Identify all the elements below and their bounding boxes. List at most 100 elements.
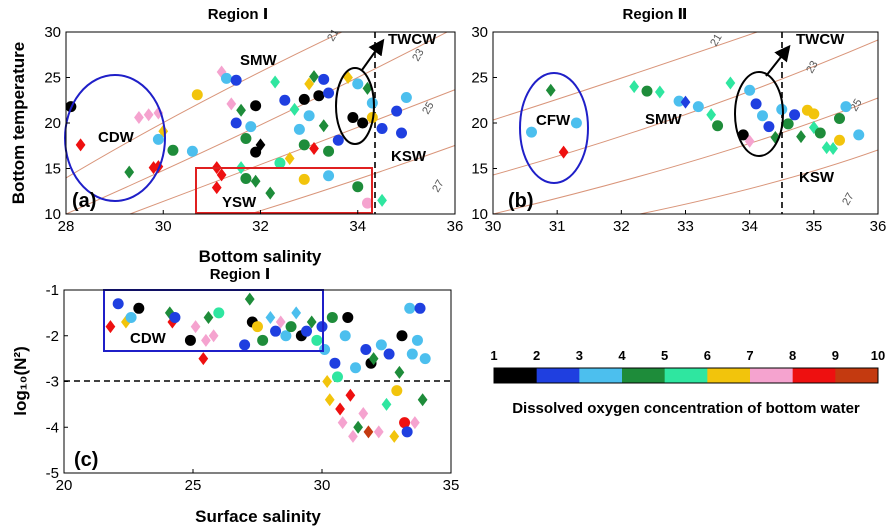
data-point <box>230 74 242 86</box>
density-contour-27-b <box>639 149 878 214</box>
label-cdw: CDW <box>98 129 135 146</box>
panel-b: Region Ⅱ 21 23 25 27 CFW SMW KSW TWCW (b… <box>471 6 886 235</box>
data-point <box>840 101 852 113</box>
data-point <box>410 416 420 430</box>
colorbar-ticks: 1 2 3 4 5 6 7 8 9 10 <box>490 348 885 363</box>
label-ysw: YSW <box>222 194 257 211</box>
data-point <box>186 145 198 157</box>
colorbar-cell <box>579 368 623 383</box>
colorbar-tick-label: 3 <box>576 348 583 363</box>
data-point <box>406 348 418 360</box>
panel-c: Region Ⅰ CDW (c) 20 25 30 35 -5 -4 -3 -2 -1 Surf… <box>11 266 459 526</box>
colorbar-tick-label: 1 <box>490 348 497 363</box>
colorbar-tick-label: 9 <box>832 348 839 363</box>
data-point <box>309 70 319 84</box>
data-point <box>706 108 717 122</box>
x-tick-label: 20 <box>56 477 73 494</box>
data-point <box>318 119 329 133</box>
data-point <box>680 95 691 109</box>
data-point <box>361 197 373 209</box>
data-point <box>250 146 262 158</box>
data-point <box>270 325 282 337</box>
contour-label-25-b: 25 <box>848 97 865 114</box>
contour-label-21-b: 21 <box>708 32 725 49</box>
data-point <box>414 302 426 314</box>
data-point <box>345 388 356 402</box>
data-point <box>143 108 154 122</box>
data-point <box>323 170 335 182</box>
data-point <box>654 85 665 99</box>
data-point <box>124 165 135 179</box>
data-point <box>105 320 116 334</box>
y-tick-label: -5 <box>46 465 59 482</box>
data-point <box>265 186 276 200</box>
panel-a-axes: 28 30 32 34 36 10 15 20 25 30 <box>44 24 463 235</box>
label-smw: SMW <box>240 52 278 69</box>
colorbar-tick-label: 8 <box>789 348 796 363</box>
data-point <box>404 302 416 314</box>
data-point <box>303 110 315 122</box>
colorbar-tick-label: 10 <box>871 348 885 363</box>
label-twcw: TWCW <box>388 31 437 48</box>
data-point <box>250 174 261 188</box>
contour-label-25: 25 <box>420 100 437 117</box>
data-point <box>152 133 164 145</box>
data-point <box>326 311 338 323</box>
data-point <box>226 97 237 111</box>
data-point <box>133 302 145 314</box>
data-point <box>216 168 227 182</box>
colorbar-cell <box>835 368 879 383</box>
data-point <box>808 108 820 120</box>
panel-c-points <box>105 292 431 443</box>
data-point <box>360 343 372 355</box>
data-point <box>401 426 413 438</box>
data-point <box>357 117 369 129</box>
data-point <box>545 83 556 97</box>
data-point <box>191 89 203 101</box>
data-point <box>304 77 314 91</box>
data-point <box>629 80 640 94</box>
data-point <box>75 138 86 152</box>
y-tick-label: 30 <box>471 24 488 41</box>
data-point <box>366 97 378 109</box>
data-point <box>394 365 405 379</box>
data-point <box>230 117 242 129</box>
panel-c-tag: (c) <box>74 449 98 471</box>
panel-a-title: Region Ⅰ <box>208 6 269 23</box>
label-cdw-c: CDW <box>130 330 167 347</box>
data-point <box>337 416 348 430</box>
colorbar-tick-label: 6 <box>704 348 711 363</box>
colorbar-cell <box>707 368 751 383</box>
panel-c-title: Region Ⅰ <box>210 266 271 283</box>
data-point <box>339 330 351 342</box>
x-tick-label: 25 <box>185 477 202 494</box>
data-point <box>558 145 569 159</box>
data-point <box>274 157 286 169</box>
panel-a: Region Ⅰ 21 23 25 27 SMW CDW YSW KSW TWC… <box>9 6 463 266</box>
data-point <box>335 402 345 416</box>
x-tick-label: 30 <box>155 218 172 235</box>
data-point <box>280 330 292 342</box>
data-point <box>396 330 408 342</box>
data-point <box>377 193 387 207</box>
data-point <box>376 122 388 134</box>
data-point <box>399 417 411 429</box>
data-point <box>350 362 362 374</box>
data-point <box>318 73 330 85</box>
data-point <box>814 127 826 139</box>
data-point <box>391 385 403 397</box>
data-point <box>311 334 323 346</box>
data-point <box>301 325 313 337</box>
colorbar-tick-label: 7 <box>746 348 753 363</box>
data-point <box>331 371 343 383</box>
data-point <box>373 425 384 439</box>
panel-b-axes: 30 31 32 33 34 35 36 10 15 20 25 30 <box>471 24 886 235</box>
x-tick-label: 34 <box>349 218 366 235</box>
panel-b-tag: (b) <box>508 190 534 212</box>
density-contour-25-b <box>493 97 878 214</box>
colorbar-cells <box>494 368 879 383</box>
data-point <box>725 76 736 90</box>
twcw-arrow <box>361 38 385 71</box>
data-point <box>134 111 144 125</box>
